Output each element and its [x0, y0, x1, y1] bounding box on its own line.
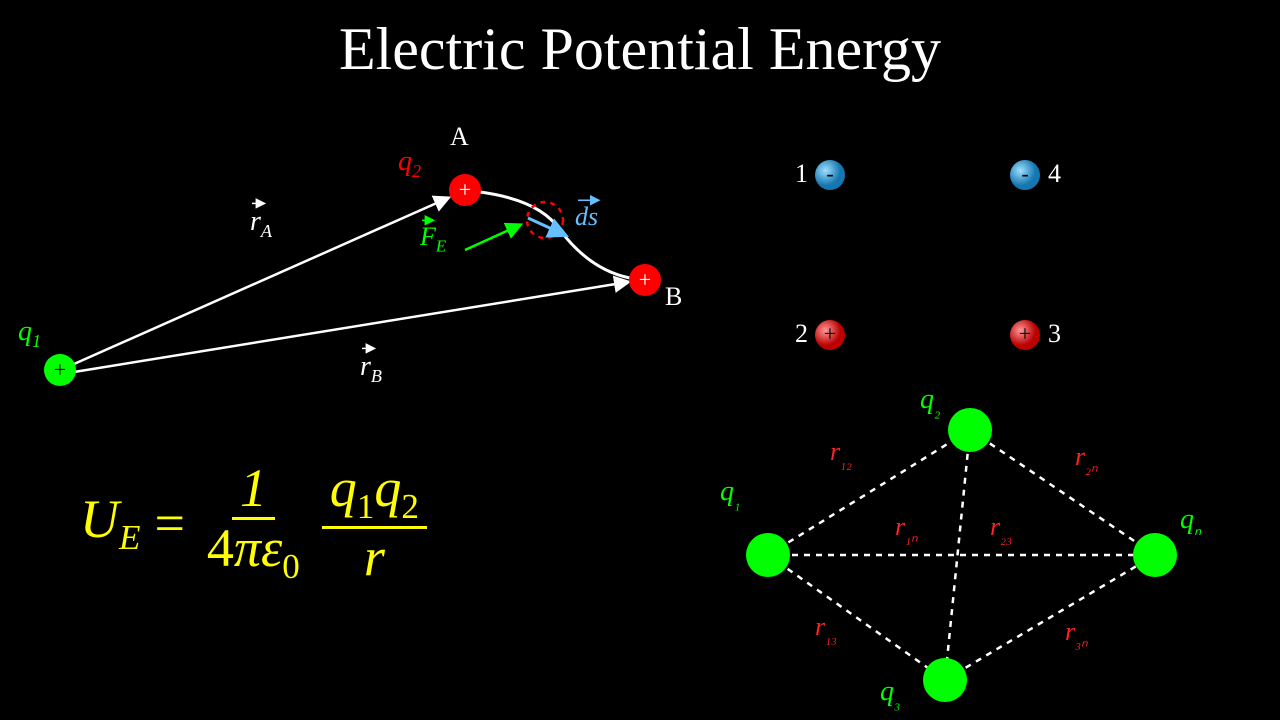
svg-text:rB: rB — [360, 351, 382, 386]
svg-text:4: 4 — [1048, 159, 1061, 188]
svg-text:qₙ: qₙ — [1180, 504, 1202, 539]
formula-eq: = — [154, 492, 184, 554]
svg-text:2: 2 — [795, 319, 808, 348]
svg-text:r₂ₙ: r₂ₙ — [1075, 442, 1098, 476]
svg-text:-: - — [1021, 161, 1028, 186]
svg-text:r₁ₙ: r₁ₙ — [895, 512, 918, 546]
formula-frac2: q1q2 r — [322, 460, 427, 585]
svg-text:q₂: q₂ — [920, 384, 940, 419]
svg-text:ds: ds — [575, 202, 598, 231]
svg-text:r₂₃: r₂₃ — [990, 512, 1012, 546]
svg-text:rA: rA — [250, 206, 273, 241]
svg-text:A: A — [450, 122, 469, 151]
svg-text:q1: q1 — [18, 316, 41, 351]
svg-text:+: + — [824, 321, 836, 346]
svg-text:+: + — [1019, 321, 1031, 346]
left-diagram: + + + q1 q2 A BrA rB FE ds — [18, 122, 682, 386]
svg-text:B: B — [665, 282, 682, 311]
formula-lhs: UE — [80, 488, 140, 558]
svg-text:1: 1 — [795, 159, 808, 188]
svg-text:3: 3 — [1048, 319, 1061, 348]
svg-text:+: + — [639, 267, 651, 292]
svg-text:q₃: q₃ — [880, 676, 900, 711]
svg-text:q2: q2 — [398, 146, 421, 181]
svg-text:+: + — [459, 177, 471, 202]
formula-frac1: 1 4πε0 — [199, 460, 308, 585]
svg-text:q₁: q₁ — [720, 476, 740, 511]
svg-text:r₃ₙ: r₃ₙ — [1065, 617, 1088, 651]
svg-text:+: + — [54, 357, 66, 382]
charge-network: r₁₂ r₁₃ r₁ₙ r₂₃ r₂ₙ r₃ₙ q₁ q₂ q₃ qₙ — [720, 384, 1202, 711]
potential-energy-formula: UE = 1 4πε0 q1q2 r — [80, 460, 427, 585]
svg-text:r₁₃: r₁₃ — [815, 612, 837, 646]
svg-text:r₁₂: r₁₂ — [830, 437, 852, 471]
four-charges: -1-4+2+3 — [795, 159, 1061, 350]
svg-text:-: - — [826, 161, 833, 186]
svg-text:FE: FE — [419, 222, 447, 256]
diagram-svg: +++q1q2ABrArBFEds -1-4+2+3 r₁₂r₁₃r₁ₙr₂₃r… — [0, 0, 1280, 720]
